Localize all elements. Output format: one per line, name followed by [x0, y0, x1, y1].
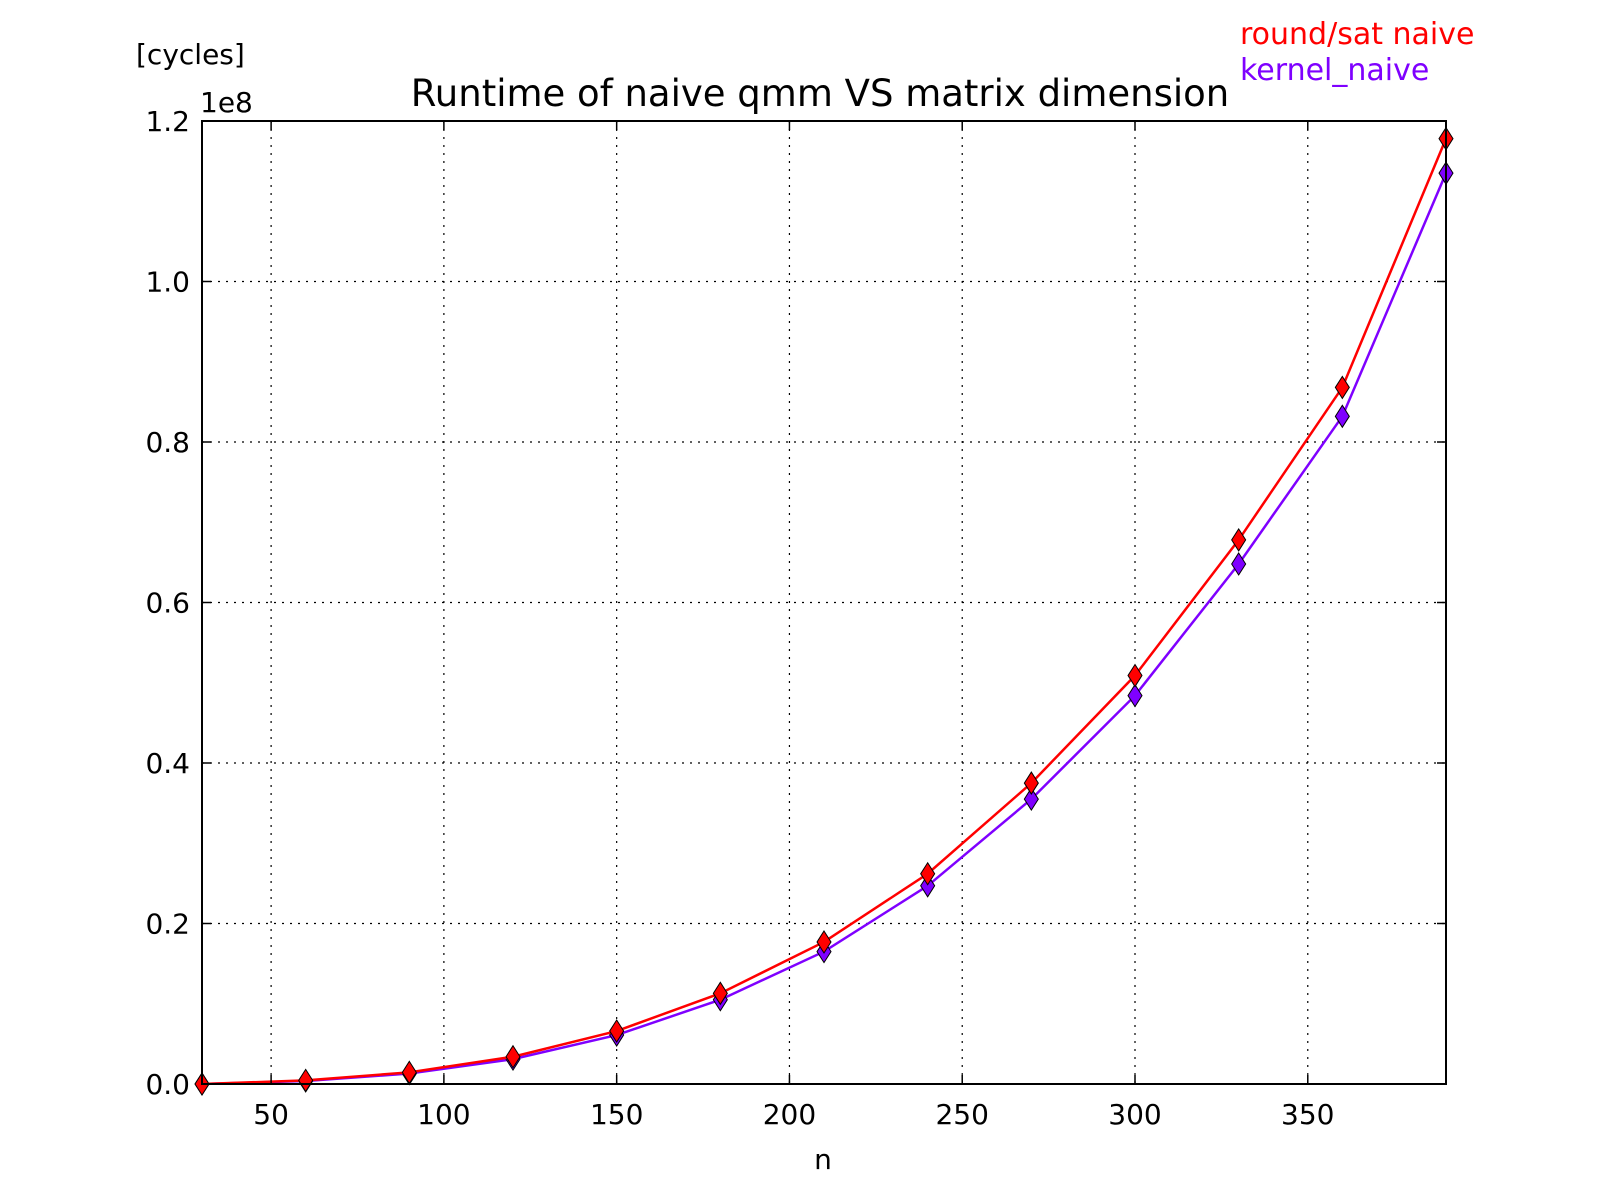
legend: round/sat naive kernel_naive [1240, 17, 1474, 88]
data-point [712, 981, 728, 1006]
y-tick-label: 0.8 [145, 426, 190, 459]
x-tick-label: 100 [417, 1098, 470, 1131]
data-point [1023, 787, 1039, 812]
data-point [1334, 375, 1350, 400]
data-point [920, 861, 936, 886]
chart-title: Runtime of naive qmm VS matrix dimension [411, 72, 1229, 115]
x-tick-labels: 50 100 150 200 250 300 350 [253, 1098, 1334, 1131]
x-tick-label: 300 [1108, 1098, 1161, 1131]
data-point [1231, 552, 1247, 576]
data-point [1127, 663, 1143, 688]
y-tick-label: 0.0 [145, 1068, 190, 1101]
data-point [298, 1068, 314, 1093]
data-point [1334, 404, 1350, 429]
y-tick-labels: 0.0 0.2 0.4 0.6 0.8 1.0 1.2 [145, 105, 190, 1101]
data-point [920, 873, 936, 898]
data-point [1023, 771, 1039, 795]
x-tick-label: 350 [1281, 1098, 1334, 1131]
y-axis-label: [cycles] [136, 38, 245, 71]
data-point [816, 930, 832, 954]
series-layer [194, 126, 1454, 1096]
y-tick-label: 0.6 [145, 587, 190, 620]
legend-entry-round-sat-naive: round/sat naive [1240, 17, 1474, 52]
data-point [1127, 683, 1143, 708]
x-tick-label: 250 [935, 1098, 988, 1131]
x-axis-label: n [814, 1143, 832, 1176]
x-tick-label: 150 [590, 1098, 643, 1131]
y-tick-label: 1.0 [145, 266, 190, 299]
data-point [1231, 527, 1247, 552]
y-tick-label: 0.4 [145, 747, 190, 780]
data-point [505, 1044, 521, 1069]
y-tick-label: 0.2 [145, 908, 190, 941]
data-point [609, 1019, 625, 1043]
x-tick-label: 200 [763, 1098, 816, 1131]
grid [202, 120, 1446, 1085]
y-multiplier-label: 1e8 [200, 86, 253, 119]
data-point [401, 1060, 417, 1085]
ticks [202, 120, 1446, 1085]
x-tick-label: 50 [253, 1098, 289, 1131]
y-tick-label: 1.2 [145, 105, 190, 138]
legend-entry-kernel-naive: kernel_naive [1240, 53, 1429, 88]
